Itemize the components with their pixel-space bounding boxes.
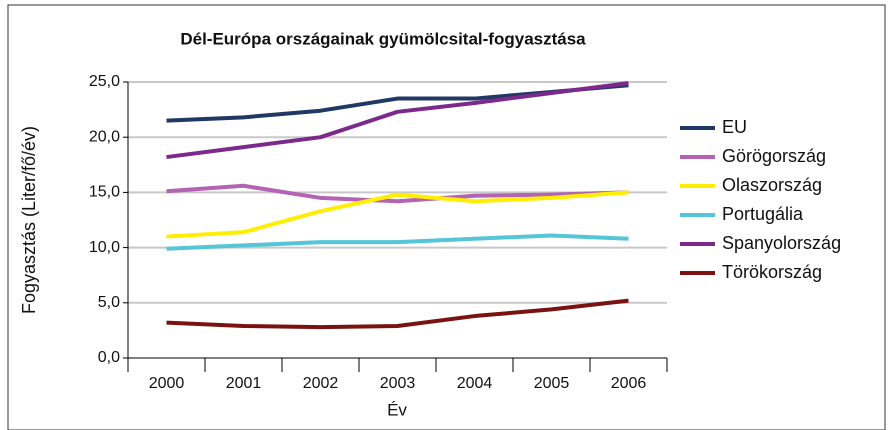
y-tick-label: 5,0 [98,294,120,311]
legend-label: Spanyolország [722,233,841,253]
y-tick-label: 10,0 [89,239,120,256]
x-axis-label: Év [387,400,407,419]
frame [7,4,886,430]
legend-label: Görögország [722,146,826,166]
series-line [166,81,629,160]
chart-title: Dél-Európa országainak gyümölcsital-fogy… [180,29,586,48]
y-tick-label: 20,0 [89,128,120,145]
series-line [166,298,629,330]
legend-label: Olaszország [722,175,822,195]
y-tick-label: 0,0 [98,349,120,366]
legend-label: Törökország [722,262,822,282]
x-tick-label: 2000 [149,375,185,392]
series-line [166,233,629,251]
legend-label: EU [722,117,747,137]
x-tick-label: 2005 [534,375,570,392]
x-tick-label: 2004 [457,375,493,392]
series-line [166,183,629,204]
y-tick-label: 15,0 [89,184,120,201]
x-tick-label: 2002 [303,375,339,392]
y-axis-label: Fogyasztás (Liter/fő/év) [19,126,39,314]
x-tick-label: 2001 [226,375,262,392]
y-tick-label: 25,0 [89,73,120,90]
series-line [166,190,629,239]
legend-label: Portugália [722,204,804,224]
x-tick-label: 2006 [611,375,647,392]
x-tick-label: 2003 [380,375,416,392]
